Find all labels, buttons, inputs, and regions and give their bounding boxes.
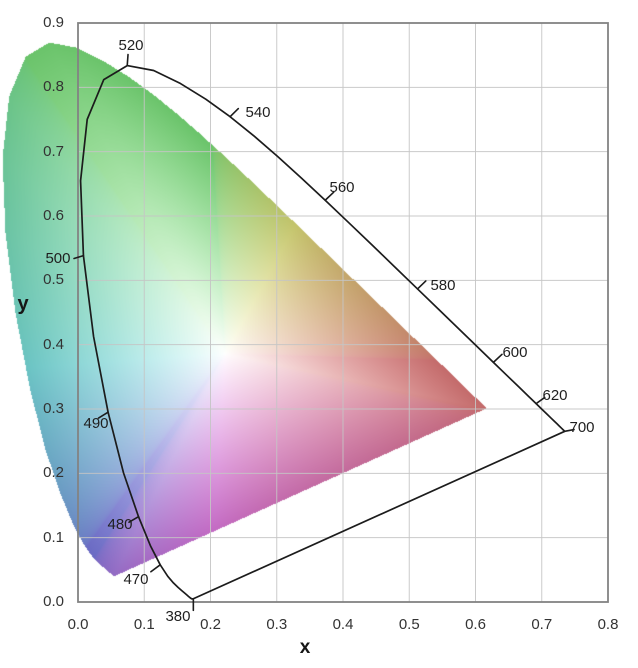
x-tick-label: 0.8 <box>597 616 619 633</box>
wavelength-label: 520 <box>118 36 144 54</box>
y-tick-label: 0.8 <box>43 78 64 96</box>
wavelength-label: 560 <box>329 178 355 196</box>
x-tick-label: 0.7 <box>531 616 553 633</box>
y-tick-label: 0.5 <box>43 271 64 289</box>
y-tick-label: 0.4 <box>43 335 64 353</box>
x-tick-label: 0.6 <box>465 616 486 633</box>
wavelength-tick <box>563 428 575 433</box>
wavelength-tick <box>492 353 503 364</box>
wavelength-tick <box>535 396 546 405</box>
wavelength-tick <box>126 53 129 67</box>
y-axis-title: y <box>17 293 29 315</box>
wavelength-label: 470 <box>123 570 149 588</box>
wavelength-tick <box>73 254 85 260</box>
x-tick-label: 0.0 <box>67 616 89 633</box>
wavelength-tick <box>128 515 140 524</box>
plot-border <box>77 22 609 603</box>
x-tick-label: 0.3 <box>266 616 288 633</box>
x-tick-label: 0.1 <box>133 616 155 633</box>
y-tick-label: 0.0 <box>43 593 64 610</box>
wavelength-label: 620 <box>542 387 568 404</box>
wavelength-tick <box>150 564 162 573</box>
wavelength-tick <box>416 280 427 290</box>
y-tick-label: 0.9 <box>43 14 64 31</box>
wavelength-label: 700 <box>569 418 595 436</box>
x-tick-label: 0.4 <box>332 616 354 633</box>
wavelength-label: 490 <box>83 414 109 432</box>
y-tick-label: 0.6 <box>43 207 64 224</box>
wavelength-label: 380 <box>165 608 191 626</box>
wavelength-label: 580 <box>430 276 456 294</box>
wavelength-label: 480 <box>107 515 133 533</box>
wavelength-tick <box>324 191 335 202</box>
y-tick-label: 0.1 <box>43 528 64 546</box>
x-axis-title: x <box>299 637 311 658</box>
x-tick-label: 0.5 <box>398 616 420 633</box>
wavelength-label: 600 <box>502 343 528 361</box>
wavelength-tick <box>229 107 240 118</box>
wavelength-label: 500 <box>45 249 71 267</box>
spectral-locus-outline <box>79 64 566 600</box>
x-tick-label: 0.2 <box>200 616 221 633</box>
y-tick-label: 0.7 <box>43 142 64 160</box>
wavelength-tick <box>97 411 109 419</box>
y-tick-label: 0.3 <box>43 400 64 417</box>
y-tick-label: 0.2 <box>43 464 64 482</box>
wavelength-label: 540 <box>245 103 271 121</box>
